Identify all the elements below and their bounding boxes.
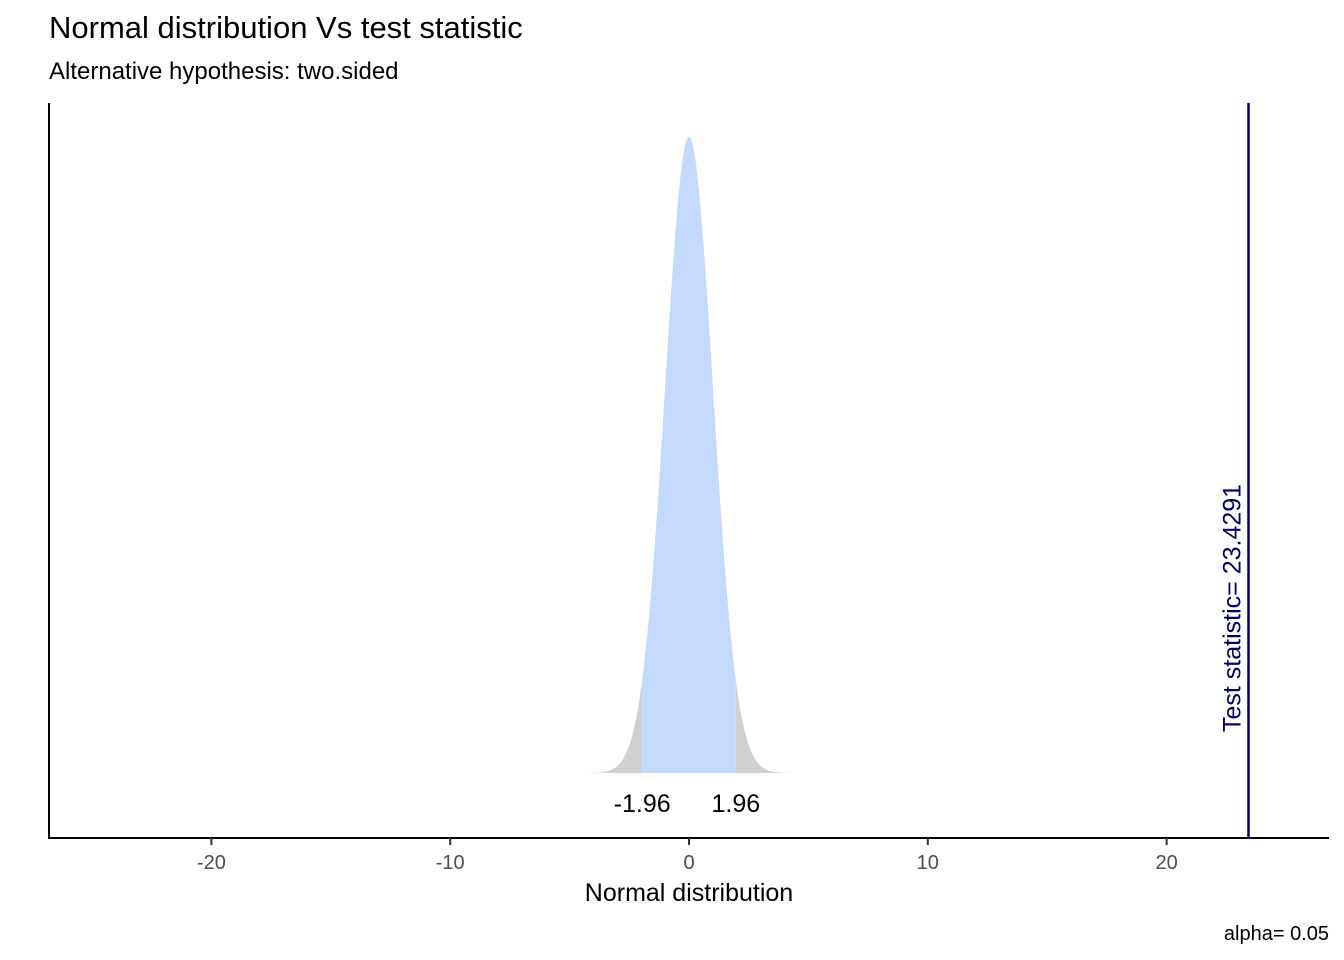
chart-subtitle: Alternative hypothesis: two.sided	[49, 58, 399, 85]
x-tick-label: 10	[917, 852, 939, 874]
critical-value-label: 1.96	[711, 790, 760, 818]
acceptance-region	[642, 137, 736, 773]
x-tick-label: -20	[197, 852, 226, 874]
x-tick-label: 20	[1155, 852, 1177, 874]
x-axis-title: Normal distribution	[584, 879, 794, 907]
rejection-region-left	[581, 679, 643, 773]
alpha-caption: alpha= 0.05	[1223, 923, 1329, 945]
critical-value-label: -1.96	[614, 790, 671, 818]
test-statistic-label: Test statistic= 23.4291	[1219, 484, 1247, 732]
chart-title: Normal distribution Vs test statistic	[49, 10, 523, 45]
x-tick-label: -10	[436, 852, 465, 874]
rejection-region-right	[735, 679, 797, 773]
x-tick-label: 0	[683, 852, 694, 874]
